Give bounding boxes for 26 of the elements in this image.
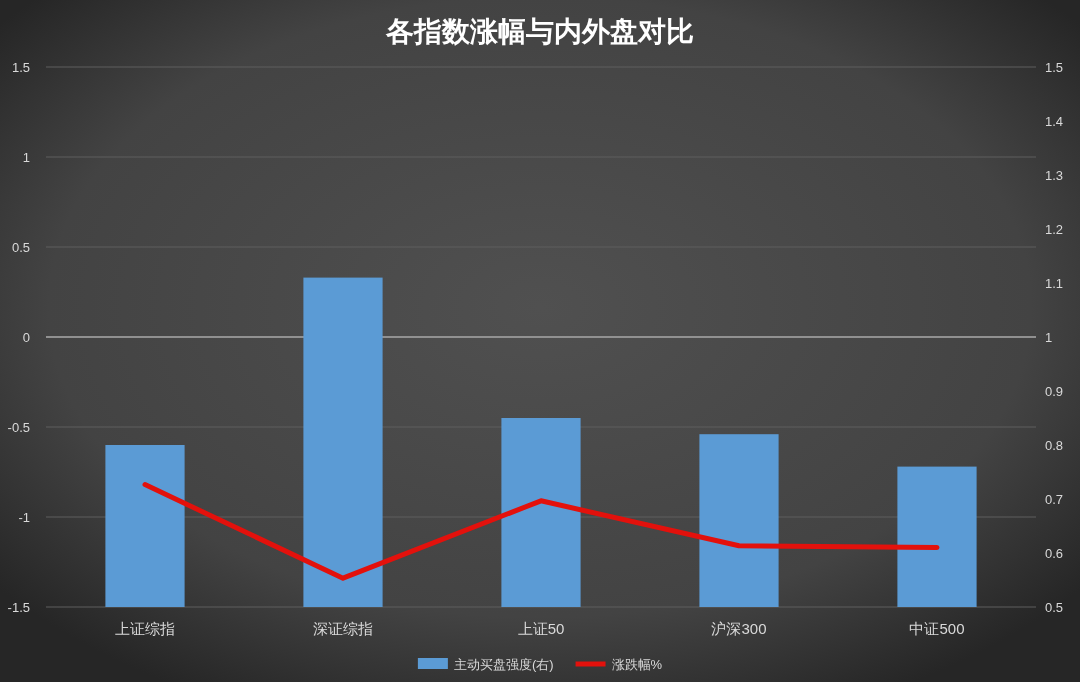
y-tick-label: 0 [22,330,30,345]
y-tick-label: -1.5 [7,600,30,615]
y2-tick-label: 1.1 [1045,276,1064,291]
x-tick-label: 深证综指 [313,620,373,637]
title: 各指数涨幅与内外盘对比 [386,16,694,47]
y2-tick-label: 0.7 [1045,492,1064,507]
y2-tick-label: 0.8 [1045,438,1064,453]
x-tick-label: 上证综指 [115,620,175,637]
y2-tick-label: 1.5 [1045,60,1064,75]
legend-label: 主动买盘强度(右) [453,657,554,672]
y2-tick-label: 1.3 [1045,168,1064,183]
y-tick-label: -1 [18,510,30,525]
y-tick-label: 1 [22,150,30,165]
y-tick-label: -0.5 [7,420,30,435]
y-tick-label: 0.5 [11,240,30,255]
x-tick-label: 上证50 [517,620,565,637]
y2-tick-label: 0.9 [1045,384,1064,399]
y2-tick-label: 1.4 [1045,114,1064,129]
x-tick-label: 中证500 [909,620,965,637]
y-tick-label: 1.5 [11,60,30,75]
y2-tick-label: 0.6 [1045,546,1064,561]
x-tick-label: 沪深300 [711,620,767,637]
y2-tick-label: 0.5 [1045,600,1064,615]
y2-tick-label: 1 [1045,330,1053,345]
y2-tick-label: 1.2 [1045,222,1064,237]
legend-label: 涨跌幅% [611,657,663,672]
